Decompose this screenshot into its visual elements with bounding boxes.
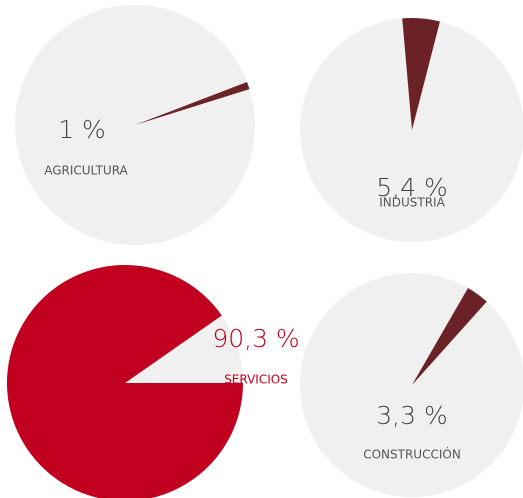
pie-slice (402, 18, 440, 130)
value-label: 3,3 % (376, 401, 447, 430)
pie-slice (7, 265, 243, 498)
pie-slice (412, 288, 487, 385)
value-label: 1 % (58, 115, 106, 144)
category-label: AGRICULTURA (44, 164, 128, 178)
value-label: 5,4 % (376, 173, 447, 202)
category-label: INDUSTRIA (379, 196, 445, 210)
pie-background (300, 273, 523, 497)
pie-background (300, 18, 523, 242)
category-label: SERVICIOS (224, 373, 288, 387)
category-label: CONSTRUCCIÓN (363, 447, 461, 462)
pie-slice (135, 81, 250, 125)
value-label: 90,3 % (212, 324, 299, 353)
